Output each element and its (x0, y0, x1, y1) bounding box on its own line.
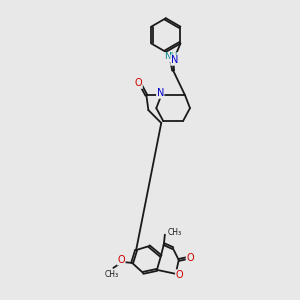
Text: O: O (135, 78, 142, 88)
Text: CH₃: CH₃ (167, 228, 182, 237)
Text: NH: NH (164, 52, 178, 62)
Text: O: O (118, 255, 125, 265)
Text: O: O (176, 270, 183, 280)
Text: N: N (157, 88, 164, 98)
Text: N: N (171, 55, 178, 65)
Text: O: O (186, 253, 194, 263)
Text: CH₃: CH₃ (104, 270, 118, 279)
